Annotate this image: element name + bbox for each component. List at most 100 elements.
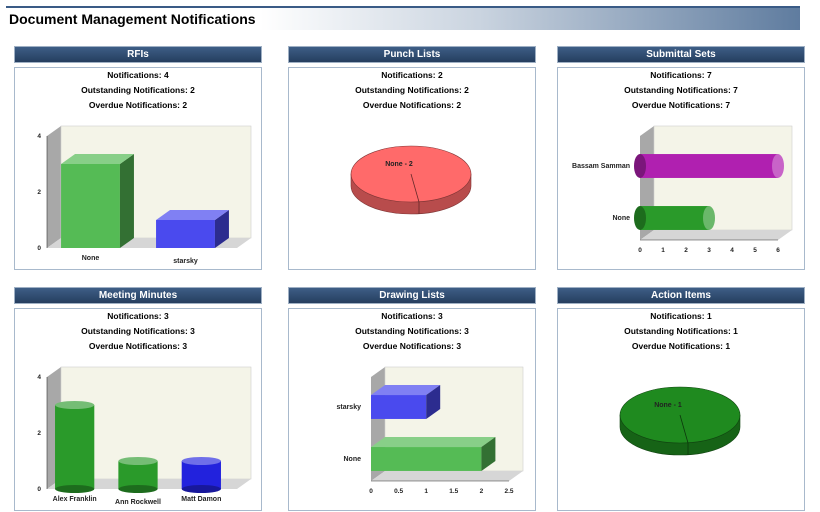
bar-side (119, 154, 134, 248)
panel-title: Meeting Minutes (14, 287, 262, 304)
drawing-lists-chart: 0 0.5 1 1.5 2 2.5 starsky None (336, 366, 524, 495)
bar-top (371, 385, 441, 396)
bar (61, 164, 120, 248)
category-label: Alex Franklin (53, 496, 97, 503)
overdue-stat: Overdue Notifications: 3 (88, 341, 188, 351)
x-tick-label: 2 (684, 247, 688, 254)
outstanding-stat: Outstanding Notifications: 2 (81, 85, 195, 95)
y-tick-label: 0 (37, 486, 41, 493)
bar (118, 461, 158, 489)
x-tick-label: 0 (638, 247, 642, 254)
x-tick-label: 5 (753, 247, 757, 254)
punch-lists-chart: None - 2 (295, 116, 527, 266)
chart-floor (640, 230, 792, 240)
category-label: Ann Rockwell (115, 499, 161, 506)
outstanding-stat: Outstanding Notifications: 1 (624, 326, 738, 336)
panel-body: Notifications: 3 Outstanding Notificatio… (288, 308, 536, 511)
panel-meeting-minutes: Meeting Minutes Notifications: 3 Outstan… (14, 287, 262, 511)
category-label: None (82, 255, 100, 262)
pie-seam (679, 414, 689, 444)
bar-base (55, 485, 95, 493)
bar-top (118, 457, 158, 465)
y-tick-label: 4 (37, 133, 41, 140)
bar-base (634, 154, 646, 178)
meeting-minutes-chart: 0 2 4 Alex Franklin Ann Rockwell Matt Damon (37, 366, 252, 506)
bar-top (181, 457, 221, 465)
category-label: Matt Damon (181, 496, 221, 503)
bar (371, 447, 482, 471)
panel-title: Action Items (557, 287, 805, 304)
outstanding-stat: Outstanding Notifications: 3 (355, 326, 469, 336)
bar (371, 395, 427, 419)
chart-side-wall (47, 126, 61, 248)
panel-body: Notifications: 3 Outstanding Notificatio… (14, 308, 262, 511)
bar-side (214, 210, 229, 248)
bar-top (156, 210, 229, 220)
chart-floor (371, 471, 523, 481)
pie-slice-label: None - 2 (385, 161, 413, 168)
category-label: starsky (336, 404, 361, 411)
x-tick-label: 0 (369, 488, 373, 495)
overdue-stat: Overdue Notifications: 7 (631, 100, 731, 110)
notifications-stat: Notifications: 4 (107, 70, 169, 80)
panel-title: Punch Lists (288, 46, 536, 63)
panel-body: Notifications: 7 Outstanding Notificatio… (557, 67, 805, 270)
bar-top (55, 401, 95, 409)
stats: Notifications: 7 Outstanding Notificatio… (558, 68, 804, 113)
bar-base (634, 206, 646, 230)
panel-body: Notifications: 2 Outstanding Notificatio… (288, 67, 536, 270)
stats: Notifications: 3 Outstanding Notificatio… (15, 309, 261, 354)
y-tick-label: 2 (37, 189, 41, 196)
y-tick-label: 0 (37, 245, 41, 252)
bar-top (61, 154, 134, 164)
stats: Notifications: 1 Outstanding Notificatio… (558, 309, 804, 354)
stats: Notifications: 4 Outstanding Notificatio… (15, 68, 261, 113)
outstanding-stat: Outstanding Notifications: 3 (81, 326, 195, 336)
x-tick-label: 0.5 (394, 488, 403, 495)
category-label: None (344, 456, 362, 463)
bar (55, 405, 95, 489)
category-label: starsky (173, 258, 198, 265)
bar-cap (772, 154, 784, 178)
notifications-stat: Notifications: 1 (650, 311, 712, 321)
bar-base (118, 485, 158, 493)
page-header: Document Management Notifications (6, 6, 800, 30)
pie-seam (410, 173, 420, 203)
stats: Notifications: 2 Outstanding Notificatio… (289, 68, 535, 113)
bar (181, 461, 221, 489)
category-label: Bassam Samman (572, 163, 630, 170)
panel-action-items: Action Items Notifications: 1 Outstandin… (557, 287, 805, 511)
x-tick-label: 3 (707, 247, 711, 254)
panel-punch-lists: Punch Lists Notifications: 2 Outstanding… (288, 46, 536, 270)
bar-top (371, 437, 496, 448)
bar (640, 154, 778, 178)
y-tick-label: 2 (37, 430, 41, 437)
action-items-chart: None - 1 (564, 357, 796, 507)
x-tick-label: 1 (661, 247, 665, 254)
overdue-stat: Overdue Notifications: 1 (631, 341, 731, 351)
outstanding-stat: Outstanding Notifications: 2 (355, 85, 469, 95)
x-tick-label: 1.5 (449, 488, 458, 495)
stats: Notifications: 3 Outstanding Notificatio… (289, 309, 535, 354)
bar (156, 220, 215, 248)
notifications-stat: Notifications: 7 (650, 70, 712, 80)
bar-side (481, 437, 496, 471)
outstanding-stat: Outstanding Notifications: 7 (624, 85, 738, 95)
panel-body: Notifications: 1 Outstanding Notificatio… (557, 308, 805, 511)
bar-base (181, 485, 221, 493)
panel-body: Notifications: 4 Outstanding Notificatio… (14, 67, 262, 270)
x-tick-label: 6 (776, 247, 780, 254)
overdue-stat: Overdue Notifications: 2 (88, 100, 188, 110)
notifications-stat: Notifications: 3 (107, 311, 169, 321)
panel-drawing-lists: Drawing Lists Notifications: 3 Outstandi… (288, 287, 536, 511)
page-title: Document Management Notifications (9, 11, 256, 27)
x-tick-label: 1 (424, 488, 428, 495)
overdue-stat: Overdue Notifications: 2 (362, 100, 462, 110)
x-tick-label: 2 (480, 488, 484, 495)
category-label: None (613, 215, 631, 222)
bar-cap (703, 206, 715, 230)
pie-slice-label: None - 1 (654, 402, 682, 409)
rfis-chart: 0 2 4 None starsky (37, 125, 252, 265)
panel-title: Submittal Sets (557, 46, 805, 63)
bar (640, 206, 709, 230)
